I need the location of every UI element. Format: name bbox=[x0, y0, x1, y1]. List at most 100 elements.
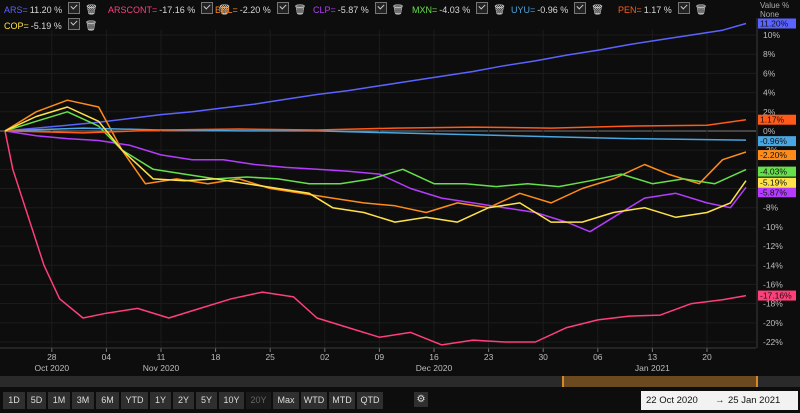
legend-item: PEN= 1.17 % 🗑 bbox=[618, 2, 708, 19]
legend-checkbox[interactable] bbox=[68, 2, 81, 14]
legend-checkbox[interactable] bbox=[276, 2, 289, 14]
legend-series-value: -17.16 % bbox=[159, 5, 196, 15]
period-button-1d[interactable]: 1D bbox=[3, 392, 25, 409]
series-end-label-bg bbox=[758, 187, 796, 198]
legend-item: ARSCONT= -17.16 % 🗑 bbox=[108, 2, 231, 19]
trash-icon[interactable]: 🗑 bbox=[85, 5, 98, 16]
series-end-label-text: 1.17% bbox=[760, 115, 785, 125]
series-line-cop[interactable] bbox=[4, 106, 747, 223]
legend-item: MXN= -4.03 % 🗑 bbox=[412, 2, 506, 19]
period-button-20y[interactable]: 20Y bbox=[246, 392, 271, 409]
y-tick-label: -22% bbox=[763, 337, 783, 347]
y-tick-label: 0% bbox=[763, 126, 776, 136]
trash-icon[interactable]: 🗑 bbox=[293, 5, 307, 16]
date-range-display[interactable]: 22 Oct 2020 → 25 Jan 2021 bbox=[641, 391, 798, 410]
date-range-from: 22 Oct 2020 bbox=[646, 395, 698, 406]
y-tick-label: -10% bbox=[763, 222, 783, 232]
period-button-5y[interactable]: 5Y bbox=[196, 392, 217, 409]
period-button-3m[interactable]: 3M bbox=[72, 392, 94, 409]
y-tick-label: 4% bbox=[763, 88, 776, 98]
series-line-uyu[interactable] bbox=[4, 127, 747, 141]
date-range-to: 25 Jan 2021 bbox=[728, 395, 781, 406]
timeline-scrollbar[interactable] bbox=[0, 376, 800, 387]
period-button-1m[interactable]: 1M bbox=[48, 392, 70, 409]
legend-item: UYU= -0.96 % 🗑 bbox=[511, 2, 604, 19]
legend-checkbox[interactable] bbox=[677, 2, 690, 14]
trash-icon[interactable]: 🗑 bbox=[218, 5, 231, 16]
series-end-label-bg bbox=[758, 290, 796, 301]
series-end-label: -0.96% bbox=[758, 136, 796, 147]
x-month-label: Nov 2020 bbox=[143, 363, 180, 373]
y-tick-label: 8% bbox=[763, 49, 776, 59]
legend-series-name: PEN= bbox=[618, 5, 642, 15]
y-tick-label: -8% bbox=[763, 203, 779, 213]
period-button-qtd[interactable]: QTD bbox=[357, 392, 383, 409]
period-button-wtd[interactable]: WTD bbox=[301, 392, 327, 409]
y-tick-label: 6% bbox=[763, 68, 776, 78]
series-end-label: -5.87% bbox=[758, 187, 796, 198]
chart-area[interactable]: 10%8%6%4%2%0%-2%-4%-6%-8%-10%-12%-14%-16… bbox=[0, 0, 800, 376]
period-button-ytd[interactable]: YTD bbox=[121, 392, 148, 409]
legend-series-value: -2.20 % bbox=[239, 5, 271, 15]
series-line-clp[interactable] bbox=[4, 130, 747, 233]
legend-checkbox[interactable] bbox=[574, 2, 587, 14]
legend-checkbox[interactable] bbox=[201, 2, 214, 14]
series-end-label-text: -5.87% bbox=[760, 187, 787, 197]
period-button-2y[interactable]: 2Y bbox=[173, 392, 194, 409]
legend-checkbox[interactable] bbox=[374, 2, 387, 14]
legend-checkbox[interactable] bbox=[476, 2, 489, 14]
gear-icon[interactable]: ⚙ bbox=[414, 392, 428, 407]
series-end-label-text: -5.19% bbox=[760, 178, 787, 188]
series-line-pen[interactable] bbox=[4, 118, 747, 134]
x-tick-label: 25 bbox=[265, 352, 275, 362]
series-line-ars[interactable] bbox=[4, 22, 747, 132]
x-tick-label: 06 bbox=[593, 352, 603, 362]
legend-series-value: -4.03 % bbox=[439, 5, 471, 15]
y-axis-header-title: Value % bbox=[760, 1, 790, 10]
series-end-label-text: -0.96% bbox=[760, 136, 787, 146]
period-button-5d[interactable]: 5D bbox=[27, 392, 46, 409]
period-button-1y[interactable]: 1Y bbox=[150, 392, 171, 409]
x-tick-label: 02 bbox=[320, 352, 330, 362]
series-line-brl[interactable] bbox=[4, 99, 747, 214]
period-button-6m[interactable]: 6M bbox=[96, 392, 119, 409]
series-end-label: -17.16% bbox=[758, 290, 796, 301]
series-end-label: 1.17% bbox=[758, 114, 796, 125]
x-month-label: Oct 2020 bbox=[35, 363, 70, 373]
legend-series-name: CLP= bbox=[313, 5, 336, 15]
x-tick-label: 04 bbox=[102, 352, 112, 362]
timeline-scroll-thumb[interactable] bbox=[562, 376, 758, 387]
trash-icon[interactable]: 🗑 bbox=[391, 5, 405, 16]
series-end-label-text: 11.20% bbox=[760, 18, 789, 28]
legend-checkbox[interactable] bbox=[67, 18, 80, 30]
x-tick-label: 11 bbox=[157, 352, 166, 362]
series-line-mxn[interactable] bbox=[4, 111, 747, 188]
series-end-label-text: -17.16% bbox=[760, 291, 792, 301]
trash-icon[interactable]: 🗑 bbox=[84, 21, 98, 32]
series-end-label-text: -2.20% bbox=[760, 150, 787, 160]
trash-icon[interactable]: 🗑 bbox=[493, 5, 506, 16]
series-end-label-bg bbox=[758, 166, 796, 177]
legend-series-name: COP= bbox=[4, 21, 29, 31]
x-tick-label: 30 bbox=[538, 352, 548, 362]
y-tick-label: 10% bbox=[763, 30, 780, 40]
trash-icon[interactable]: 🗑 bbox=[694, 5, 708, 16]
trash-icon[interactable]: 🗑 bbox=[591, 5, 604, 16]
y-tick-label: -18% bbox=[763, 299, 783, 309]
legend-item: CLP= -5.87 % 🗑 bbox=[313, 2, 405, 19]
legend-bar: ARS= 11.20 % 🗑 ARSCONT= -17.16 % 🗑 BRL= -2.20 %… bbox=[0, 0, 800, 36]
date-range-arrow-icon: → bbox=[715, 395, 725, 406]
legend-series-value: -0.96 % bbox=[537, 5, 569, 15]
period-button-max[interactable]: Max bbox=[273, 392, 299, 409]
period-button-mtd[interactable]: MTD bbox=[329, 392, 355, 409]
x-month-label: Dec 2020 bbox=[416, 363, 453, 373]
x-tick-label: 13 bbox=[648, 352, 658, 362]
series-end-label: -4.03% bbox=[758, 166, 796, 177]
series-end-label: 11.20% bbox=[758, 18, 796, 29]
legend-series-name: MXN= bbox=[412, 5, 438, 15]
series-end-label-text: -4.03% bbox=[760, 167, 787, 177]
series-end-label: -2.20% bbox=[758, 150, 796, 161]
period-button-10y[interactable]: 10Y bbox=[219, 392, 244, 409]
series-line-arscont[interactable] bbox=[4, 130, 747, 346]
legend-series-value: 1.17 % bbox=[643, 5, 672, 15]
